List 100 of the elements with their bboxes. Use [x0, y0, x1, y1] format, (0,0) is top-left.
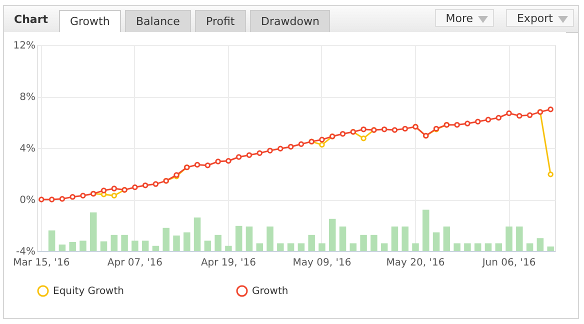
point	[80, 192, 86, 199]
bar	[90, 212, 97, 251]
bar	[474, 243, 482, 251]
bar	[536, 238, 544, 251]
bar	[48, 230, 56, 251]
bar	[256, 243, 264, 251]
point	[246, 152, 252, 158]
y-tick-label: -4%	[16, 246, 36, 258]
point	[236, 154, 242, 160]
x-tick-label: Jun 06, '16	[481, 258, 536, 268]
bar	[391, 226, 398, 251]
point	[142, 182, 148, 188]
bar	[328, 218, 336, 251]
point	[100, 188, 107, 194]
y-tick-label: 8%	[20, 92, 36, 103]
bar	[184, 232, 190, 251]
text: Export	[506, 9, 574, 27]
bar	[162, 228, 170, 251]
y-tick-label: 12%	[13, 40, 36, 52]
bar	[484, 243, 492, 251]
point	[38, 196, 44, 202]
bar	[464, 243, 471, 251]
bar	[402, 226, 408, 251]
x-tick-label: Apr 07, '16	[107, 258, 162, 268]
text: More	[434, 9, 494, 27]
point	[454, 122, 460, 128]
text: Balance	[125, 10, 191, 32]
bar	[194, 218, 201, 251]
point	[381, 126, 388, 132]
bar	[516, 226, 523, 251]
bar	[58, 244, 66, 251]
point	[194, 162, 200, 168]
legend-label: Equity Growth	[53, 286, 124, 297]
point	[132, 184, 138, 190]
bar	[69, 242, 76, 251]
bar	[142, 240, 149, 251]
x-tick-label: Apr 19, '16	[200, 258, 256, 268]
point	[204, 162, 211, 168]
bar	[506, 226, 512, 251]
text: Drawdown	[250, 10, 330, 32]
bar	[80, 240, 86, 251]
bar	[152, 246, 160, 251]
point	[215, 158, 221, 164]
chart-title: Chart	[14, 13, 48, 26]
point	[256, 150, 262, 156]
point	[298, 141, 304, 148]
point	[340, 130, 346, 137]
bar	[360, 234, 367, 251]
point	[319, 136, 325, 142]
point	[516, 112, 522, 119]
bar	[132, 240, 138, 251]
bar	[266, 226, 274, 251]
bar	[100, 241, 108, 251]
bar	[495, 243, 502, 251]
point	[226, 158, 232, 164]
point	[506, 110, 512, 116]
x-tick-label: Mar 15, '16	[13, 258, 70, 268]
point	[70, 194, 76, 200]
point	[152, 181, 159, 187]
bar	[298, 243, 305, 251]
point	[48, 196, 55, 202]
bar	[412, 243, 419, 251]
y-tick-label: 0%	[20, 195, 36, 206]
point	[111, 192, 118, 199]
point	[288, 144, 294, 150]
point	[59, 196, 66, 202]
bar	[318, 243, 326, 251]
point	[267, 148, 273, 154]
bar	[350, 243, 357, 251]
bar	[225, 246, 232, 251]
bar	[432, 232, 440, 251]
point	[360, 126, 366, 132]
bar	[547, 246, 554, 251]
point	[548, 106, 554, 112]
bar	[235, 226, 242, 251]
bar	[214, 234, 222, 251]
point	[496, 114, 502, 121]
point	[278, 146, 284, 152]
legend-label: Growth	[252, 286, 288, 297]
point	[392, 127, 398, 133]
point	[402, 126, 408, 132]
bar	[204, 240, 212, 251]
point	[360, 135, 366, 142]
text: Profit	[195, 10, 246, 32]
x-tick-label: May 09, '16	[292, 258, 352, 268]
point	[319, 142, 325, 148]
point	[474, 118, 481, 124]
bar	[526, 243, 534, 251]
bar	[121, 234, 128, 251]
point	[548, 172, 554, 178]
bar	[339, 226, 346, 251]
text: Growth	[59, 10, 121, 33]
bar	[443, 226, 450, 251]
bar	[287, 243, 294, 251]
bar	[370, 234, 378, 251]
point	[526, 112, 533, 118]
bar	[454, 243, 460, 251]
point	[464, 120, 470, 126]
bar	[173, 236, 180, 251]
bar	[422, 210, 430, 251]
